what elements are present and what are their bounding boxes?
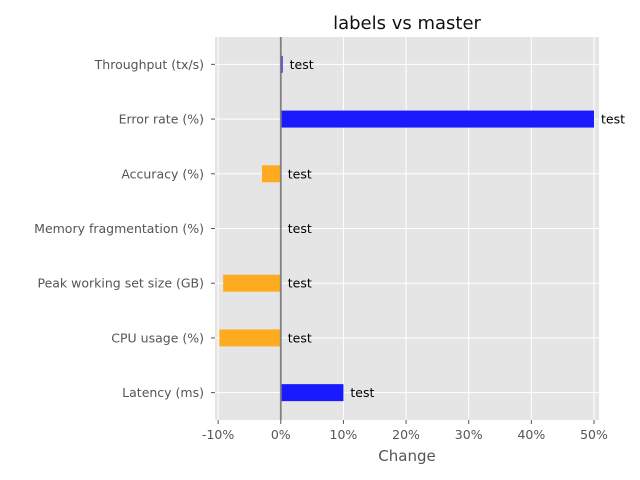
bar xyxy=(280,384,344,402)
bar-data-label: test xyxy=(288,330,312,345)
bar-data-label: test xyxy=(601,112,625,127)
bars xyxy=(219,55,594,402)
y-axis-ticks: Throughput (tx/s) Error rate (%) Accuracy … xyxy=(34,57,215,400)
bar xyxy=(280,110,594,128)
y-tick-label: Accuracy (%) xyxy=(121,166,204,181)
x-tick-label: 40% xyxy=(517,427,545,442)
bar xyxy=(223,274,281,292)
y-tick-label: Memory fragmentation (%) xyxy=(34,221,204,236)
bar-data-label: test xyxy=(288,221,312,236)
chart-title: labels vs master xyxy=(333,13,481,34)
y-tick-label: Throughput (tx/s) xyxy=(94,57,204,72)
x-tick-label: 20% xyxy=(392,427,420,442)
bar xyxy=(219,329,281,347)
x-tick-label: 0% xyxy=(271,427,291,442)
bar-data-label: test xyxy=(350,385,374,400)
x-axis-title: Change xyxy=(378,447,435,465)
y-tick-label: Error rate (%) xyxy=(119,112,204,127)
bar-data-label: test xyxy=(288,276,312,291)
x-axis-ticks: -10% 0% 10% 20% 30% 40% 50% xyxy=(202,420,608,442)
data-labels: test test test test test test test xyxy=(288,57,625,400)
x-tick-label: 30% xyxy=(455,427,483,442)
y-tick-label: CPU usage (%) xyxy=(111,330,204,345)
bar xyxy=(261,165,281,183)
y-tick-label: Latency (ms) xyxy=(122,385,204,400)
x-tick-label: 10% xyxy=(330,427,358,442)
bar-data-label: test xyxy=(290,57,314,72)
x-tick-label: -10% xyxy=(202,427,234,442)
bar xyxy=(280,55,283,73)
grid-lines xyxy=(215,37,599,420)
y-tick-label: Peak working set size (GB) xyxy=(37,276,204,291)
x-tick-label: 50% xyxy=(580,427,608,442)
bar-data-label: test xyxy=(288,166,312,181)
